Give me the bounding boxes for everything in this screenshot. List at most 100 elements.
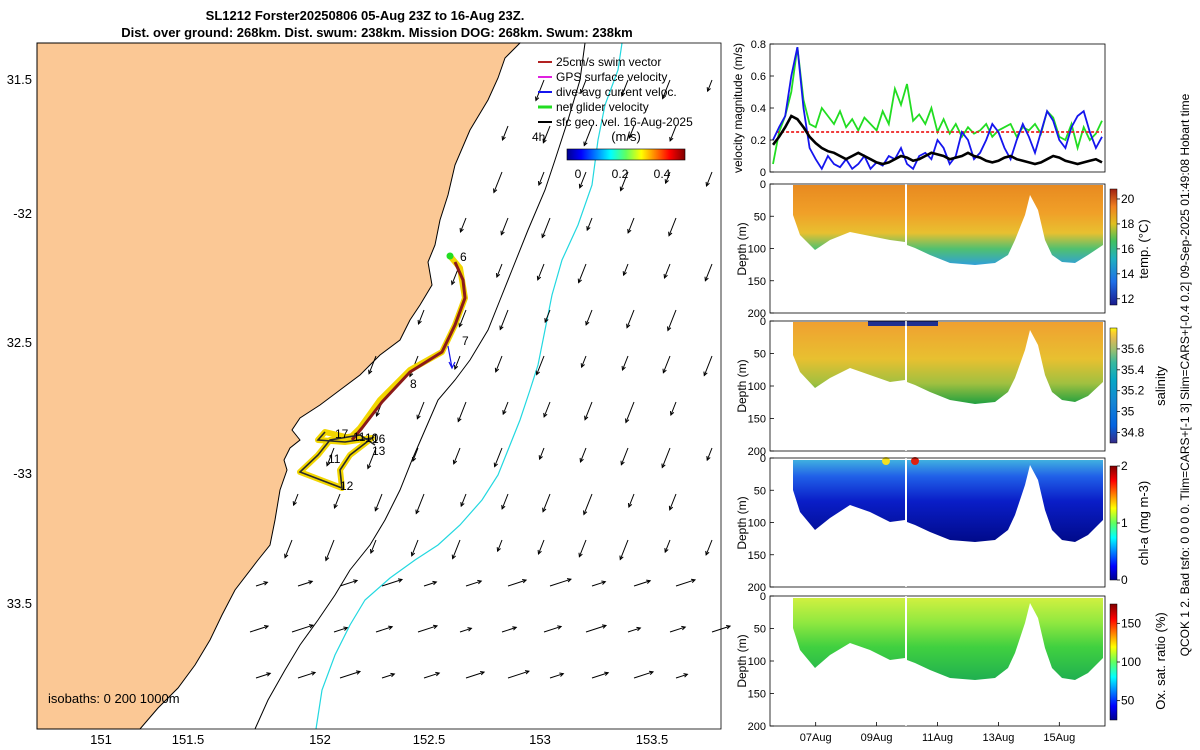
map-colorbar: (m/s) 0 0.2 0.4 (566, 129, 686, 181)
geo-arrow-shaft-30 (458, 309, 467, 327)
time-tick-label-13Aug: 13Aug (983, 732, 1015, 744)
glider-track-loop (298, 431, 376, 490)
geo-arrow-shaft-19 (586, 217, 593, 231)
salinity-cbar-tick-label-35.6: 35.6 (1121, 342, 1145, 356)
geo-arrow-shaft-0 (535, 79, 545, 101)
geo-arrow-head-87 (397, 578, 404, 583)
time-tick-label-09Aug: 09Aug (861, 732, 893, 744)
map-panel: 6 7 8 17 11 10 16 13 11 12 25cm/s swim v… (7, 42, 732, 747)
geo-arrow-shaft-56 (453, 447, 461, 464)
geo-arrow-shaft-2 (621, 79, 629, 96)
velocity-ylabel: velocity magnitude (m/s) (731, 43, 745, 173)
colorbar-title: (m/s) (611, 129, 641, 144)
geo-arrow-shaft-88 (423, 581, 437, 587)
section-panels: Depth (m) temp. (°C) 0501001502001214161… (735, 179, 1168, 744)
velocity-panel: 0 0.2 0.4 0.6 0.8 velocity magnitude (m/s) (731, 39, 1106, 179)
geo-arrow-head-39 (494, 367, 500, 373)
track-start-marker (446, 252, 454, 260)
geo-arrow-head-75 (369, 548, 375, 555)
geo-arrow-head-56 (452, 459, 458, 465)
geo-arrow-shaft-42 (622, 355, 629, 371)
geo-arrow-head-80 (578, 552, 583, 558)
map-frame (36, 42, 722, 730)
track-label-10: 10 (365, 431, 379, 445)
geo-arrow-shaft-85 (297, 580, 313, 587)
geo-arrow-head-98 (388, 625, 394, 630)
figure-title-line2: Dist. over ground: 268km. Dist. swum: 23… (121, 25, 633, 40)
chl-a-cbar-tick-label-0: 0 (1121, 573, 1128, 587)
temperature-depth-tick-label-100: 100 (748, 244, 766, 256)
geo-arrow-shaft-1 (580, 79, 587, 94)
geo-arrow-shaft-98 (375, 626, 393, 633)
geo-arrow-shaft-84 (255, 581, 268, 587)
geo-arrow-head-0 (535, 96, 540, 102)
track-label-17: 17 (335, 427, 349, 441)
geo-arrow-shaft-47 (457, 401, 467, 422)
geo-arrow-shaft-61 (661, 447, 671, 468)
temperature-cbar-tick-label-12: 12 (1121, 292, 1135, 306)
geo-arrow-shaft-94 (675, 579, 696, 587)
geo-arrow-shaft-99 (417, 625, 438, 633)
chl-panel: Depth (m) chl-a (mg m-3) 0 50 100 150 200 0 1 2 (735, 453, 1151, 594)
geo-arrow-head-45 (375, 411, 380, 417)
geo-arrow-shaft-81 (619, 539, 629, 560)
temperature-depth-tick-label-50: 50 (754, 211, 766, 223)
geo-arrow-head-31 (499, 325, 504, 331)
geo-arrow-head-6 (542, 138, 547, 144)
geo-arrow-head-101 (512, 626, 518, 631)
map-xtick-152: 152 (309, 732, 331, 747)
geo-arrow-head-79 (537, 549, 542, 555)
track-label-11a: 11 (353, 430, 366, 444)
velocity-ytick-label-0.8: 0.8 (751, 39, 766, 51)
geo-arrow-head-65 (374, 506, 379, 512)
geo-arrow-head-8 (628, 134, 633, 140)
geo-arrow-shaft-116 (633, 671, 654, 679)
velocity-series-dive-avg-current-veloc- (772, 47, 1103, 171)
geo-arrow-head-96 (308, 624, 314, 629)
geo-arrow-head-10 (493, 188, 498, 194)
temperature-ylabel: Depth (m) (735, 222, 749, 275)
geo-arrow-shaft-53 (326, 447, 335, 466)
map-ytick-33: -33 (13, 466, 32, 481)
geo-arrow-shaft-107 (255, 672, 271, 679)
geo-arrow-head-91 (566, 578, 572, 583)
geo-arrow-head-85 (308, 580, 314, 585)
geo-arrow-shaft-40 (536, 355, 545, 375)
geo-arrow-head-64 (333, 503, 338, 509)
geo-arrow-shaft-95 (249, 625, 269, 633)
geo-arrow-shaft-11 (538, 171, 545, 186)
geo-arrow-shaft-33 (585, 309, 593, 326)
geo-arrow-shaft-101 (501, 626, 517, 633)
geo-arrow-head-90 (522, 579, 528, 584)
oxygen saturation-cbar-tick-label-100: 100 (1121, 655, 1141, 669)
geo-arrow-head-100 (467, 627, 473, 632)
dive-avg-current-arrow (447, 345, 456, 370)
oxygen saturation-depth-tick-label-200: 200 (748, 721, 766, 733)
geo-arrow-head-16 (459, 227, 464, 233)
salinity-panel: Depth (m) salinity 0 50 100 150 200 34.8 35 35.… (735, 316, 1168, 458)
geo-arrow-shaft-52 (670, 401, 677, 416)
geo-arrow-head-54 (367, 464, 372, 470)
map-ytick-32.5: 32.5 (7, 335, 32, 350)
geo-arrow-shaft-18 (541, 217, 551, 238)
geo-arrow-shaft-34 (626, 309, 635, 328)
geo-arrow-shaft-80 (578, 539, 587, 557)
geo-arrow-head-81 (619, 555, 624, 561)
salinity-cbar-tick-label-35: 35 (1121, 405, 1135, 419)
salinity-clabel: salinity (1153, 366, 1168, 406)
geo-arrow-head-95 (264, 625, 270, 630)
geo-arrow-shaft-8 (628, 125, 635, 139)
geo-arrow-shaft-72 (669, 493, 677, 510)
geo-arrow-shaft-5 (502, 125, 509, 141)
geo-arrow-shaft-20 (627, 217, 635, 234)
geo-arrow-shaft-76 (411, 539, 419, 556)
geo-arrow-head-99 (432, 624, 439, 630)
temperature-depth-tick-label-200: 200 (748, 308, 766, 320)
salinity-colorbar (1109, 327, 1118, 444)
salinity-depth-tick-label-100: 100 (748, 381, 766, 393)
geo-arrow-shaft-13 (620, 171, 629, 191)
geo-arrow-head-107 (266, 672, 272, 677)
track-label-7: 7 (462, 334, 469, 348)
geo-arrow-head-15 (705, 181, 710, 187)
